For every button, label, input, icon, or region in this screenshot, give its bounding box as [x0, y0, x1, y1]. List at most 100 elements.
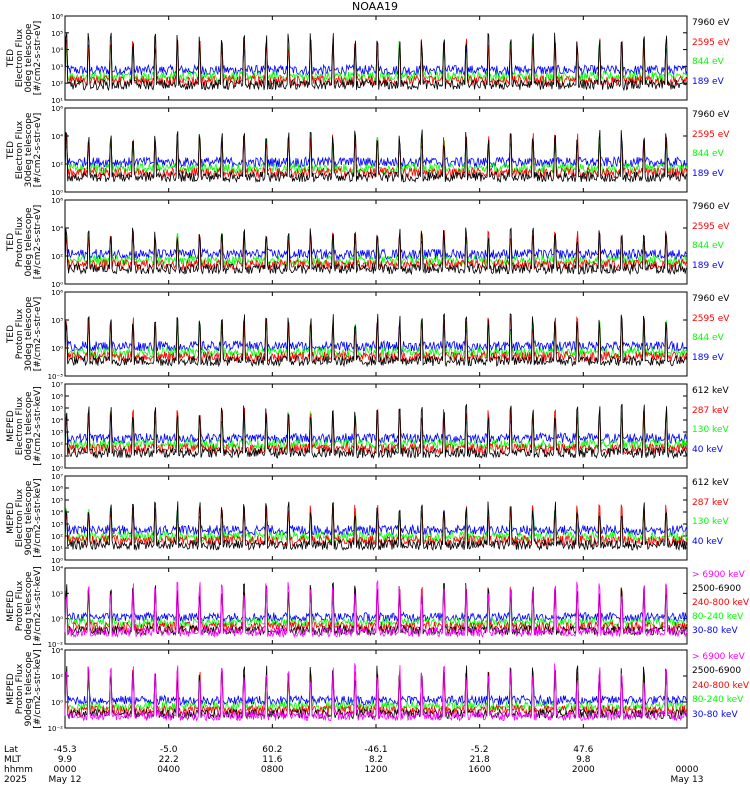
- legend-entry: 7960 eV: [692, 202, 730, 212]
- footer-value: 2000: [571, 765, 595, 775]
- footer-value: 0000: [53, 765, 77, 775]
- legend-entry: > 6900 keV: [692, 570, 745, 580]
- y-tick-label: 10⁰: [51, 189, 63, 197]
- y-tick-label: 10³: [51, 429, 63, 437]
- footer-value: -46.1: [364, 745, 388, 755]
- y-tick-label: 10⁻²: [48, 725, 64, 733]
- y-tick-label: 10³: [51, 521, 63, 529]
- legend-entry: 130 keV: [692, 425, 729, 435]
- legend-entry: 30-80 keV: [692, 626, 738, 636]
- legend-entry: 287 keV: [692, 497, 729, 508]
- footer-value: May 13: [670, 775, 704, 785]
- series-line-black: [64, 501, 688, 552]
- legend-entry: 240-800 keV: [692, 680, 750, 691]
- footer-row-label: hhmm: [4, 765, 33, 775]
- footer-value: 9.9: [57, 755, 73, 765]
- legend-entry: 80-240 keV: [692, 695, 744, 706]
- panel-ylabel-line: [#/cm2-s-str-keV]: [33, 649, 43, 729]
- y-tick-label: 10⁵: [51, 497, 63, 505]
- legend-entry: 2595 eV: [692, 313, 730, 324]
- y-tick-label: 10⁴: [51, 417, 63, 425]
- footer-value: 22.2: [158, 755, 179, 765]
- y-tick-label: 10⁵: [51, 405, 63, 413]
- footer-value: -5.2: [470, 745, 489, 755]
- y-tick-label: 10¹: [51, 97, 63, 105]
- footer-value: May 12: [48, 775, 82, 785]
- panel-frame: [64, 107, 688, 193]
- legend-entry: 844 eV: [692, 241, 724, 251]
- y-tick-label: 10⁴: [51, 225, 63, 233]
- footer-row-label: 2025: [4, 775, 27, 785]
- legend-entry: 130 keV: [692, 517, 729, 527]
- panel-ylabel: MEPED Proton Flux 90deg telescope [#/cm2-s-…: [6, 624, 43, 754]
- y-tick-label: 10⁴: [51, 133, 63, 141]
- legend-entry: 7960 eV: [692, 18, 730, 28]
- y-tick-label: 10⁰: [51, 281, 63, 289]
- y-tick-label: 10²: [51, 161, 63, 169]
- y-tick-label: 10⁰: [51, 616, 63, 624]
- y-tick-label: 10⁶: [51, 289, 63, 297]
- legend-entry: 2500-6900: [692, 584, 742, 594]
- legend-entry: 612 keV: [692, 478, 729, 488]
- y-tick-label: 10¹: [51, 545, 63, 553]
- legend-entry: 189 eV: [692, 260, 724, 271]
- series-line-black: [64, 227, 688, 276]
- legend-entry: 844 eV: [692, 333, 724, 343]
- footer-row-label: Lat: [4, 745, 19, 755]
- legend-entry: 30-80 keV: [692, 709, 738, 720]
- legend-entry: 2500-6900: [692, 666, 742, 677]
- series-line-black: [64, 32, 688, 92]
- y-tick-label: 10⁷: [51, 381, 63, 389]
- y-tick-label: 10⁰: [51, 699, 63, 707]
- footer-value: 0800: [260, 765, 284, 775]
- y-tick-label: 10²: [51, 253, 63, 261]
- legend-entry: 612 keV: [692, 386, 729, 396]
- footer-value: 1200: [364, 765, 388, 775]
- y-tick-label: 10⁵: [51, 30, 63, 38]
- footer-value: 9.8: [576, 755, 591, 765]
- y-tick-label: 10⁴: [51, 647, 63, 655]
- series-line-black: [64, 129, 688, 183]
- y-tick-label: 10³: [51, 63, 63, 71]
- footer-row-label: MLT: [4, 755, 22, 765]
- legend-entry: 240-800 keV: [692, 598, 750, 608]
- y-tick-label: 10⁰: [51, 557, 63, 565]
- footer-value: 0000: [675, 765, 699, 775]
- series-line-black: [64, 312, 688, 368]
- legend-entry: > 6900 keV: [692, 652, 745, 662]
- footer-value: 0400: [157, 765, 181, 775]
- legend-entry: 7960 eV: [692, 110, 730, 120]
- y-tick-label: 10⁴: [51, 565, 63, 573]
- y-tick-label: 10⁶: [51, 13, 63, 21]
- legend-entry: 189 eV: [692, 352, 724, 363]
- y-tick-label: 10⁶: [51, 197, 63, 205]
- series-line-magenta: [64, 663, 688, 723]
- legend-entry: 2595 eV: [692, 221, 730, 232]
- y-tick-label: 10⁶: [51, 485, 63, 493]
- y-tick-label: 10⁰: [51, 465, 63, 473]
- y-tick-label: 10²: [51, 533, 63, 541]
- y-tick-label: 10⁻²: [48, 641, 64, 649]
- series-line-magenta: [64, 579, 688, 639]
- legend-entry: 2595 eV: [692, 129, 730, 140]
- legend-entry: 40 keV: [692, 444, 723, 455]
- footer-value: 21.8: [469, 755, 490, 765]
- series-line-black: [64, 403, 688, 460]
- y-tick-label: 10⁰: [51, 345, 63, 353]
- legend-entry: 287 keV: [692, 405, 729, 416]
- legend-entry: 80-240 keV: [692, 612, 744, 622]
- y-tick-label: 10²: [51, 441, 63, 449]
- legend-entry: 844 eV: [692, 57, 724, 67]
- y-tick-label: 10¹: [51, 453, 63, 461]
- legend-entry: 189 eV: [692, 168, 724, 179]
- y-tick-label: 10⁶: [51, 105, 63, 113]
- legend-entry: 7960 eV: [692, 294, 730, 304]
- y-tick-label: 10⁻³: [48, 373, 64, 381]
- chart-title: NOAA19: [351, 0, 399, 13]
- legend-entry: 2595 eV: [692, 37, 730, 48]
- panel-frame: [64, 383, 688, 469]
- footer-value: 8.2: [368, 755, 384, 765]
- y-tick-label: 10²: [51, 673, 63, 681]
